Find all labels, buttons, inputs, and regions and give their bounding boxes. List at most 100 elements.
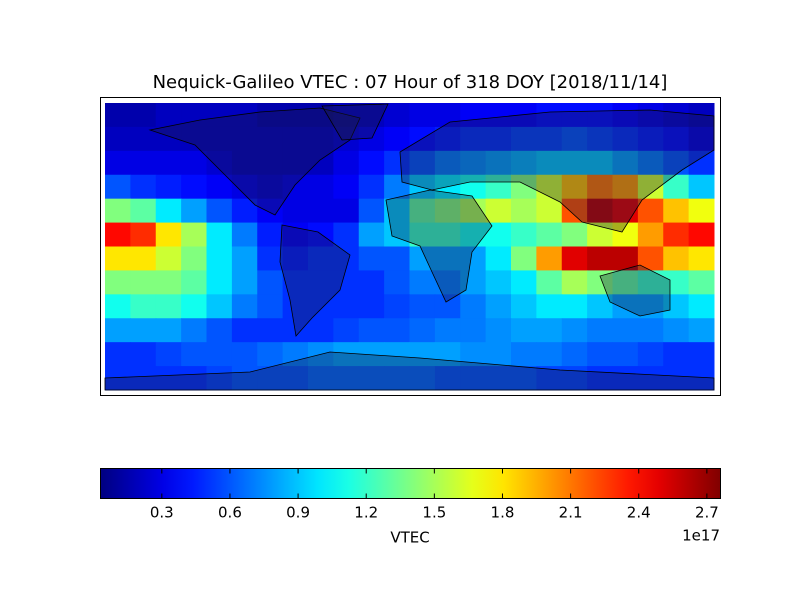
heatmap-cell [130, 103, 157, 128]
heatmap-cell [358, 198, 385, 224]
heatmap-cell [130, 318, 157, 343]
heatmap-cell [536, 318, 563, 343]
heatmap-cell [485, 318, 512, 343]
heatmap-cell [282, 198, 309, 224]
heatmap-cell [460, 222, 487, 247]
heatmap-cell [181, 294, 207, 319]
heatmap-cell [206, 198, 233, 224]
heatmap-cell [612, 150, 639, 176]
heatmap-cell [231, 342, 258, 367]
heatmap-cell [130, 270, 157, 295]
heatmap-cell [384, 222, 410, 247]
heatmap-cell [511, 126, 537, 152]
heatmap-cell [637, 318, 664, 343]
heatmap-cell [358, 270, 385, 295]
heatmap-cell [358, 150, 385, 176]
heatmap-cell [434, 198, 461, 224]
heatmap-cell [308, 294, 334, 319]
heatmap-cell [181, 318, 207, 343]
heatmap-cell [409, 294, 436, 319]
heatmap-cell [384, 174, 410, 200]
heatmap-cell [181, 174, 207, 200]
heatmap-cell [434, 222, 461, 247]
heatmap [105, 103, 715, 391]
heatmap-cell [155, 342, 182, 367]
heatmap-cell [612, 294, 639, 319]
heatmap-cell [460, 103, 487, 128]
heatmap-cell [181, 103, 207, 128]
heatmap-cell [561, 198, 588, 224]
heatmap-cell [206, 342, 233, 367]
heatmap-cell [511, 222, 537, 247]
heatmap-cell [663, 198, 690, 224]
heatmap-cell [155, 366, 182, 391]
heatmap-cell [485, 294, 512, 319]
heatmap-cell [333, 366, 360, 391]
heatmap-cell [434, 342, 461, 367]
heatmap-cell [561, 294, 588, 319]
heatmap-cell [511, 198, 537, 224]
heatmap-cell [130, 366, 157, 391]
heatmap-cell [181, 366, 207, 391]
heatmap-cell [536, 198, 563, 224]
heatmap-cell [231, 222, 258, 247]
heatmap-cell [308, 198, 334, 224]
heatmap-cell [231, 198, 258, 224]
heatmap-cell [561, 103, 588, 128]
heatmap-cell [561, 342, 588, 367]
heatmap-cell [155, 318, 182, 343]
heatmap-cell [282, 270, 309, 295]
heatmap-cell [460, 318, 487, 343]
coastlines [104, 103, 715, 391]
heatmap-cell [155, 103, 182, 128]
heatmap-cell [688, 342, 715, 367]
heatmap-cell [130, 198, 157, 224]
colorbar-offset: 1e17 [682, 527, 720, 545]
heatmap-cell [663, 342, 690, 367]
heatmap-cell [663, 222, 690, 247]
heatmap-cell [155, 270, 182, 295]
heatmap-cell [587, 366, 613, 391]
heatmap-cell [181, 198, 207, 224]
heatmap-cell [155, 246, 182, 271]
heatmap-cell [409, 126, 436, 152]
heatmap-cell [384, 126, 410, 152]
heatmap-cell [409, 318, 436, 343]
heatmap-cell [637, 294, 664, 319]
heatmap-cell [333, 342, 360, 367]
heatmap-cell [105, 342, 131, 367]
heatmap-cell [257, 126, 284, 152]
heatmap-cell [561, 246, 588, 271]
heatmap-cell [612, 366, 639, 391]
heatmap-cell [358, 246, 385, 271]
heatmap-cell [155, 150, 182, 176]
heatmap-cell [587, 270, 613, 295]
heatmap-cell [130, 174, 157, 200]
heatmap-cell [637, 150, 664, 176]
heatmap-cell [333, 198, 360, 224]
heatmap-cell [561, 222, 588, 247]
colorbar-tick-label: 1.8 [491, 504, 515, 522]
north-america [148, 107, 361, 216]
heatmap-cell [206, 294, 233, 319]
heatmap-cell [511, 174, 537, 200]
heatmap-cell [206, 222, 233, 247]
heatmap-cell [434, 294, 461, 319]
heatmap-cell [485, 103, 512, 128]
heatmap-cell [384, 246, 410, 271]
heatmap-cell [460, 294, 487, 319]
heatmap-cell [358, 126, 385, 152]
heatmap-cell [282, 294, 309, 319]
heatmap-cell [561, 126, 588, 152]
heatmap-cell [663, 126, 690, 152]
heatmap-cell [587, 174, 613, 200]
heatmap-cell [637, 126, 664, 152]
heatmap-cell [206, 126, 233, 152]
heatmap-cell [358, 318, 385, 343]
heatmap-cell [485, 174, 512, 200]
heatmap-cell [434, 246, 461, 271]
heatmap-cell [511, 150, 537, 176]
heatmap-cell [485, 126, 512, 152]
heatmap-cell [511, 294, 537, 319]
